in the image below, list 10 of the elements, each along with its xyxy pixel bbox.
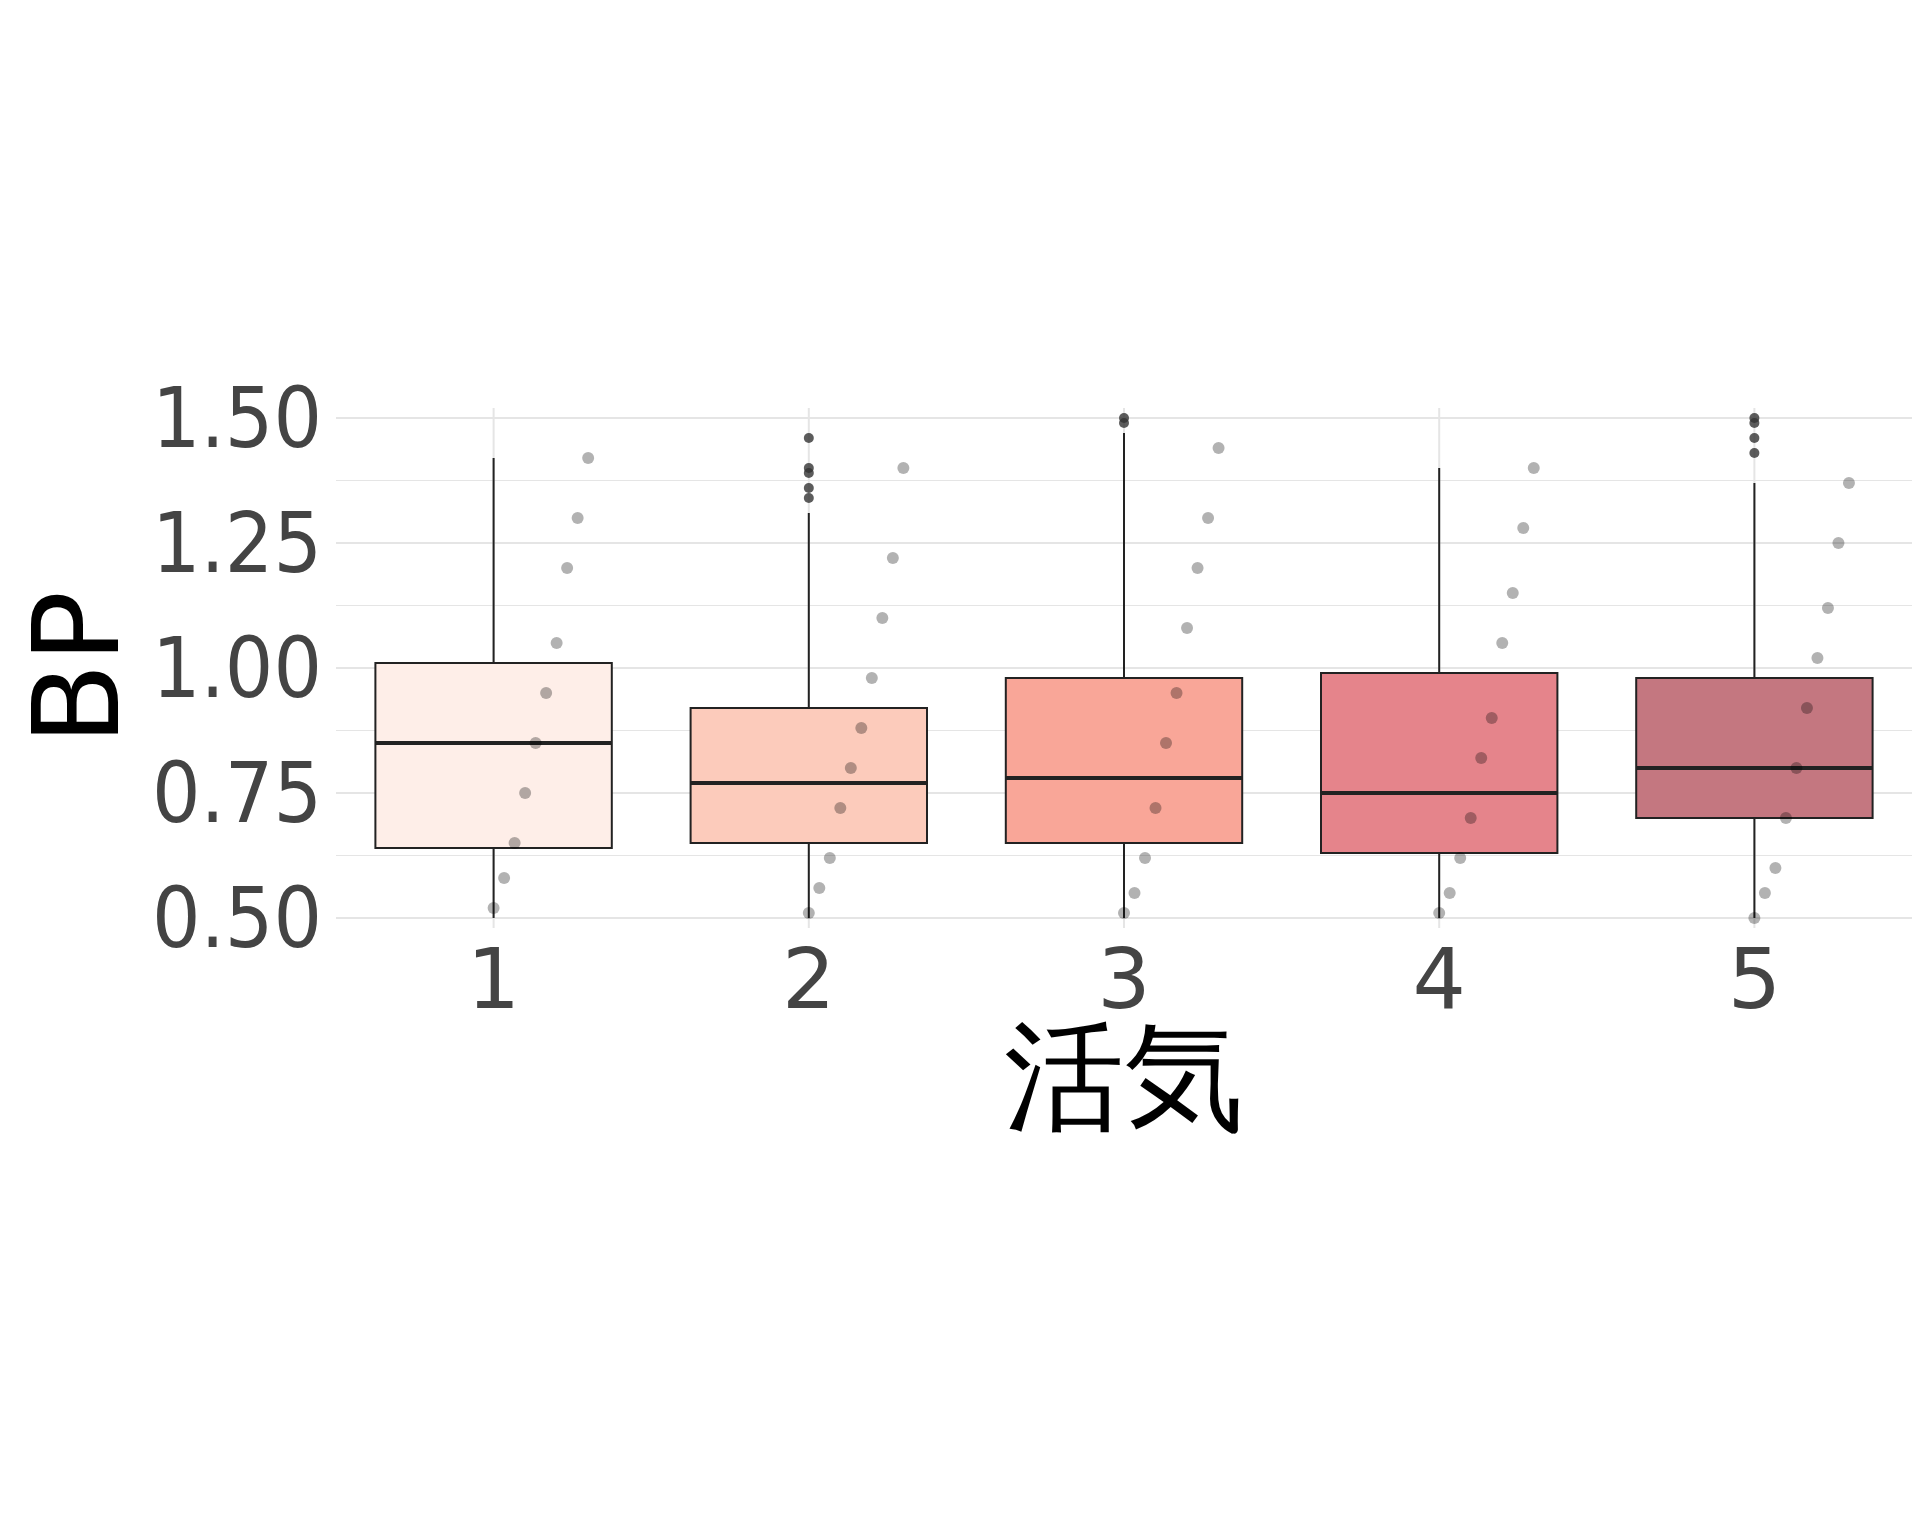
x-tick-label: 4	[1412, 930, 1466, 1028]
y-tick-label: 1.50	[152, 369, 340, 468]
y-tick-label: 1.00	[152, 619, 340, 718]
x-tick-label: 5	[1727, 930, 1782, 1028]
x-tick-label: 2	[782, 930, 836, 1028]
y-tick-label: 0.50	[152, 869, 340, 968]
x-tick-label: 1	[466, 930, 521, 1028]
y-axis-title: BP	[7, 590, 146, 746]
y-tick-label: 0.75	[152, 744, 340, 843]
y-tick-label: 1.25	[152, 494, 340, 593]
